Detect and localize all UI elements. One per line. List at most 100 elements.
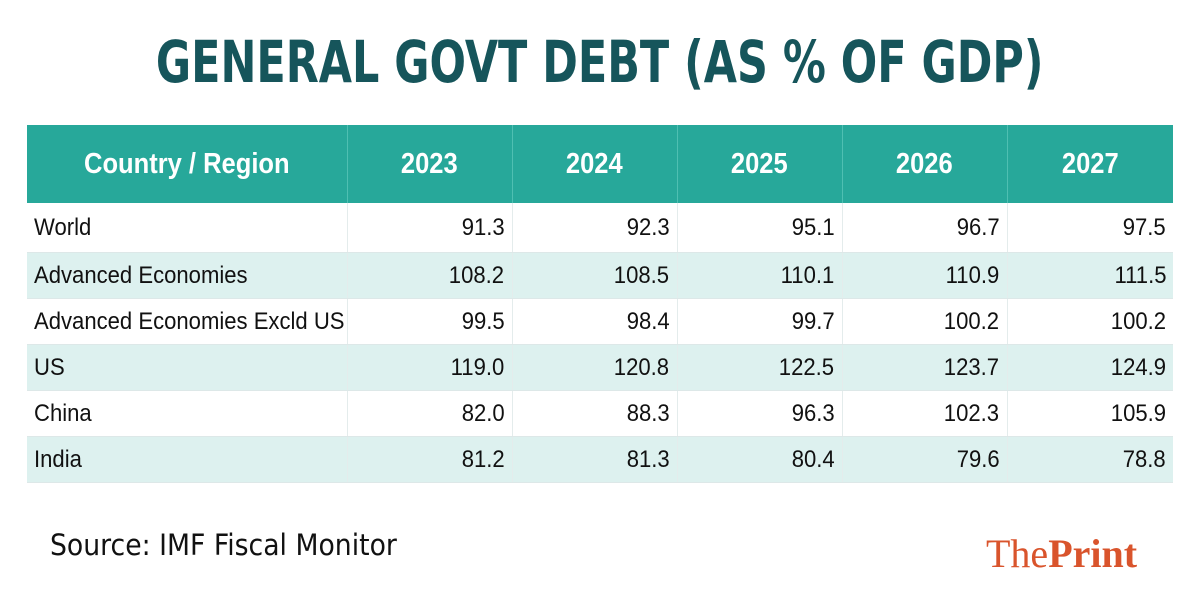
table-row-india: India 81.2 81.3 80.4 79.6 78.8 [27,436,1173,483]
cell-value-text: 81.3 [626,445,670,473]
table-row-advanced-economies-excld-us: Advanced Economies Excld US 99.5 98.4 99… [27,298,1173,345]
cell-value-text: 88.3 [626,399,670,427]
cell-value-text: 124.9 [1110,353,1166,381]
header-2025: 2025 [677,125,843,203]
cell-value-text: 108.2 [449,261,505,289]
header-label: 2027 [1061,147,1119,180]
header-row: Country / Region 2023 2024 2025 2026 202… [27,125,1173,203]
row-label-text: China [34,399,92,427]
table-row-world: World 91.3 92.3 95.1 96.7 97.5 [27,203,1173,253]
cell-value-text: 119.0 [450,353,505,381]
row-label-text: India [34,445,82,473]
cell-value: 110.9 [842,252,1008,299]
cell-value: 120.8 [512,344,678,391]
cell-value-text: 82.0 [461,399,505,427]
cell-value-text: 97.5 [1123,213,1166,241]
chart-title-text: GENERAL GOVT DEBT (AS % OF GDP) [156,28,1044,96]
cell-value: 95.1 [677,203,843,253]
cell-value-text: 120.8 [614,353,670,381]
table-row-china: China 82.0 88.3 96.3 102.3 105.9 [27,390,1173,437]
cell-value: 96.3 [677,390,843,437]
row-label: China [27,390,348,437]
header-label: 2025 [731,147,788,180]
cell-value-text: 122.5 [779,353,835,381]
debt-table-container: Country / Region 2023 2024 2025 2026 202… [27,125,1173,486]
cell-value-text: 80.4 [791,445,835,473]
cell-value: 119.0 [347,344,513,391]
cell-value: 108.2 [347,252,513,299]
cell-value: 79.6 [842,436,1008,483]
cell-value-text: 92.3 [626,213,670,241]
cell-value: 122.5 [677,344,843,391]
row-label: World [27,203,348,253]
header-country-region: Country / Region [27,125,348,203]
row-label: Advanced Economies [27,252,348,299]
row-label-text: US [34,353,65,381]
cell-value-text: 91.3 [461,213,505,241]
cell-value-text: 81.2 [461,445,505,473]
cell-value-text: 96.3 [791,399,835,427]
cell-value: 111.5 [1007,252,1173,299]
cell-value: 102.3 [842,390,1008,437]
logo-the: The [986,531,1049,576]
cell-value-text: 78.8 [1123,445,1166,473]
row-label: Advanced Economies Excld US [27,298,348,345]
row-label-text: Advanced Economies [34,261,248,289]
cell-value: 78.8 [1007,436,1173,483]
cell-value: 124.9 [1007,344,1173,391]
cell-value: 88.3 [512,390,678,437]
cell-value-text: 98.4 [626,307,670,335]
source-note: Source: IMF Fiscal Monitor [50,528,427,562]
cell-value: 99.5 [347,298,513,345]
logo-print: Print [1048,531,1138,576]
cell-value: 96.7 [842,203,1008,253]
cell-value: 80.4 [677,436,843,483]
cell-value-text: 95.1 [791,213,835,241]
row-label: India [27,436,348,483]
cell-value-text: 108.5 [614,261,670,289]
source-text: Source: IMF Fiscal Monitor [50,528,397,562]
cell-value-text: 99.5 [461,307,505,335]
cell-value: 98.4 [512,298,678,345]
header-2027: 2027 [1007,125,1173,203]
cell-value: 81.3 [512,436,678,483]
cell-value-text: 111.5 [1114,261,1166,289]
cell-value-text: 102.3 [944,399,1000,427]
cell-value: 110.1 [677,252,843,299]
cell-value: 105.9 [1007,390,1173,437]
cell-value: 92.3 [512,203,678,253]
row-label-text: World [34,213,92,241]
cell-value: 100.2 [1007,298,1173,345]
cell-value: 97.5 [1007,203,1173,253]
cell-value: 123.7 [842,344,1008,391]
header-label: Country / Region [83,147,290,180]
cell-value-text: 99.7 [791,307,835,335]
debt-table: Country / Region 2023 2024 2025 2026 202… [27,125,1173,483]
cell-value-text: 123.7 [944,353,1000,381]
cell-value: 91.3 [347,203,513,253]
header-label: 2024 [566,147,623,180]
theprint-logo: ThePrint [986,530,1137,578]
table-row-advanced-economies: Advanced Economies 108.2 108.5 110.1 110… [27,252,1173,299]
header-label: 2023 [401,147,458,180]
cell-value-text: 110.1 [780,261,835,289]
cell-value: 99.7 [677,298,843,345]
cell-value-text: 79.6 [956,445,1000,473]
header-2024: 2024 [512,125,678,203]
row-label: US [27,344,348,391]
cell-value-text: 105.9 [1110,399,1166,427]
cell-value: 82.0 [347,390,513,437]
table-header: Country / Region 2023 2024 2025 2026 202… [27,125,1173,203]
chart-title: GENERAL GOVT DEBT (AS % OF GDP) [0,22,1200,102]
table-row-us: US 119.0 120.8 122.5 123.7 124.9 [27,344,1173,391]
table-body: World 91.3 92.3 95.1 96.7 97.5 Advanced … [27,203,1173,483]
cell-value: 100.2 [842,298,1008,345]
row-label-text: Advanced Economies Excld US [34,307,345,335]
cell-value-text: 96.7 [956,213,1000,241]
header-2026: 2026 [842,125,1008,203]
cell-value-text: 100.2 [944,307,1000,335]
cell-value-text: 100.2 [1110,307,1166,335]
cell-value-text: 110.9 [945,261,1000,289]
header-label: 2026 [896,147,953,180]
cell-value: 81.2 [347,436,513,483]
